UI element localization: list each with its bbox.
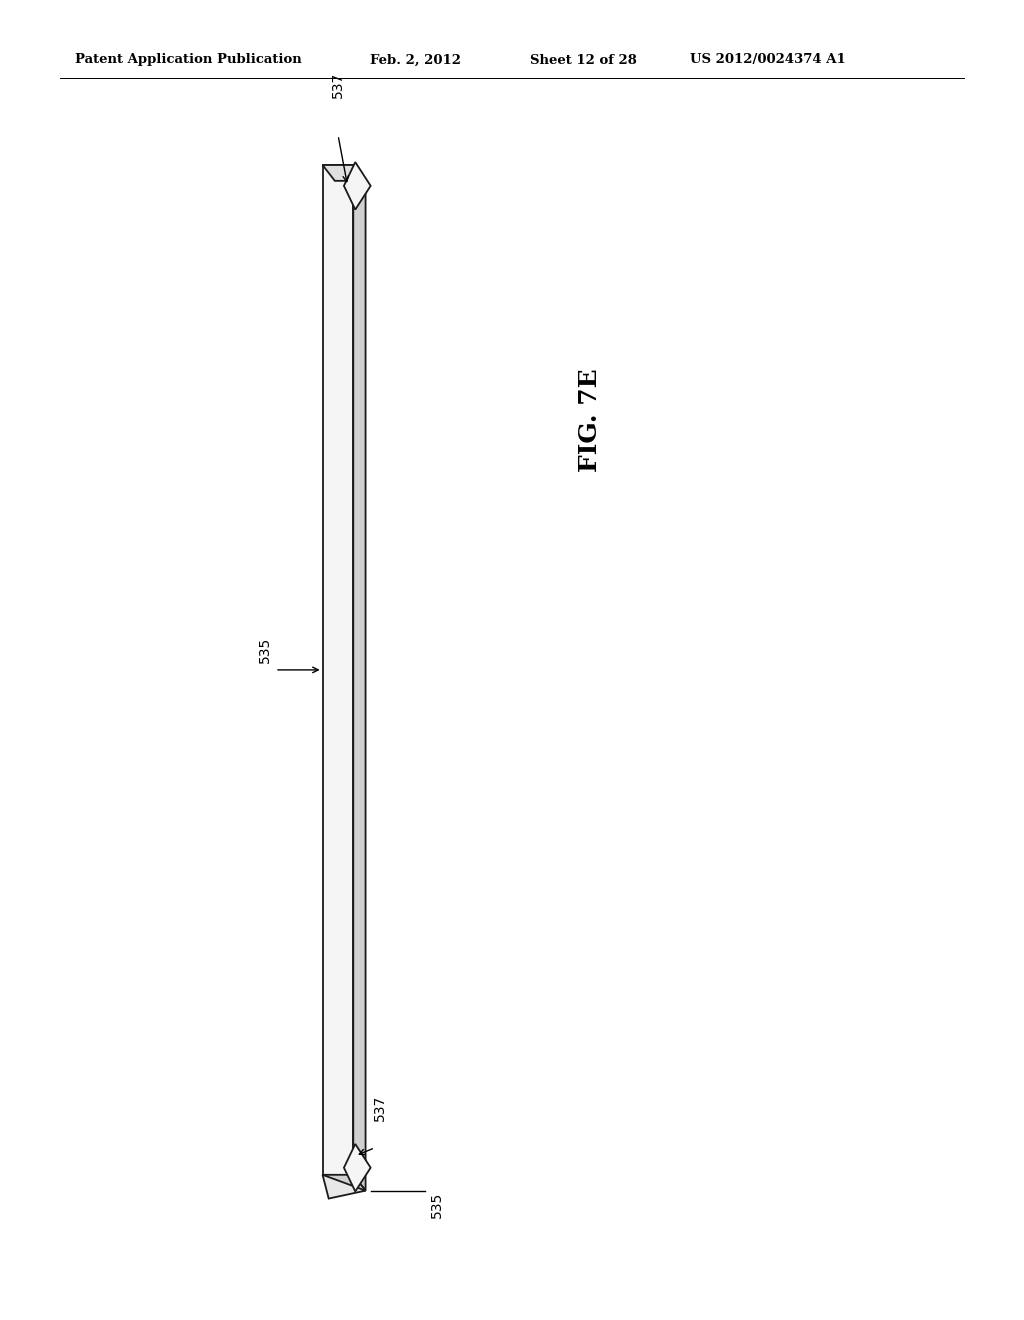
Text: FIG. 7E: FIG. 7E — [578, 368, 602, 471]
Polygon shape — [344, 1144, 371, 1192]
Polygon shape — [344, 162, 371, 210]
Text: US 2012/0024374 A1: US 2012/0024374 A1 — [690, 54, 846, 66]
Polygon shape — [323, 165, 353, 1175]
Text: 535: 535 — [258, 636, 272, 663]
Polygon shape — [323, 1175, 366, 1199]
Polygon shape — [353, 165, 366, 1191]
Text: Feb. 2, 2012: Feb. 2, 2012 — [370, 54, 461, 66]
Text: 535: 535 — [430, 1192, 444, 1218]
Text: Sheet 12 of 28: Sheet 12 of 28 — [530, 54, 637, 66]
Polygon shape — [323, 165, 366, 181]
Polygon shape — [323, 1175, 366, 1191]
Text: Patent Application Publication: Patent Application Publication — [75, 54, 302, 66]
Text: 537: 537 — [331, 71, 345, 98]
Text: 537: 537 — [373, 1094, 387, 1121]
